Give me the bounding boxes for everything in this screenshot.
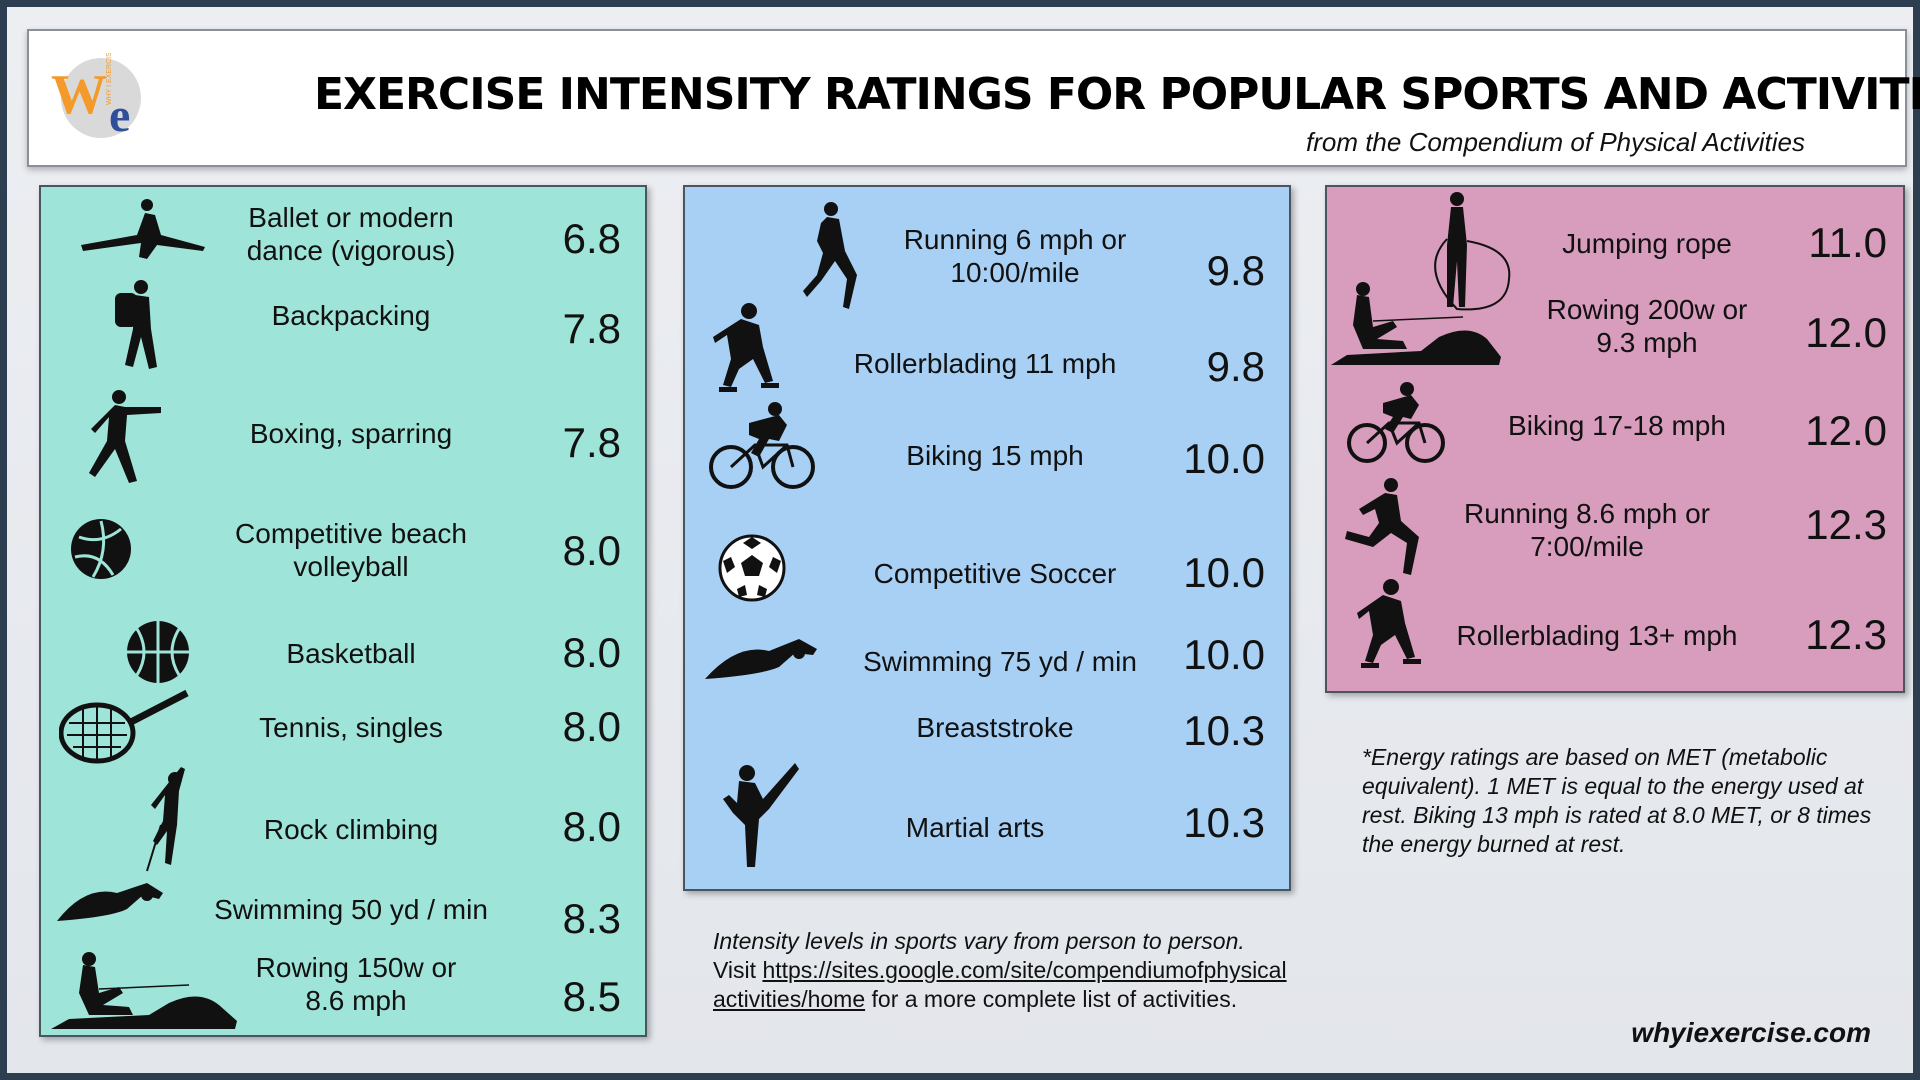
list-item: Swimming 50 yd / min 8.3 [41, 865, 645, 945]
runner-icon [1339, 477, 1425, 577]
list-item: Backpacking 7.8 [41, 279, 645, 379]
met-footnote: *Energy ratings are based on MET (metabo… [1362, 744, 1872, 857]
list-item: Jumping rope 11.0 [1327, 187, 1903, 317]
compendium-link[interactable]: https://sites.google.com/site/compendium… [713, 957, 1287, 1012]
list-item: Rowing 150w or 8.6 mph 8.5 [41, 945, 645, 1035]
basketball-icon [125, 619, 191, 685]
logo: W e WHY I EXERCISE [39, 47, 159, 143]
svg-text:e: e [109, 89, 130, 142]
list-item: Rock climbing 8.0 [41, 765, 645, 875]
header-banner: W e WHY I EXERCISE EXERCISE INTENSITY RA… [27, 29, 1920, 167]
jump-rope-icon [1417, 189, 1517, 315]
list-item: Swimming 75 yd / min 10.0 [685, 621, 1289, 701]
list-item: Rowing 200w or 9.3 mph 12.0 [1327, 279, 1903, 379]
svg-text:W: W [51, 64, 107, 126]
runner-icon [801, 201, 861, 311]
list-item: Biking 17-18 mph 12.0 [1327, 375, 1903, 475]
cyclist-icon [709, 401, 817, 491]
martial-artist-icon [719, 759, 799, 871]
rollerblader-icon [1357, 579, 1423, 671]
page-subtitle: from the Compendium of Physical Activiti… [1305, 127, 1805, 157]
page-title: EXERCISE INTENSITY RATINGS FOR POPULAR S… [314, 69, 1920, 120]
cyclist-icon [1347, 381, 1447, 465]
footer-rest: for a more complete list of activities. [865, 986, 1238, 1012]
list-item: Boxing, sparring 7.8 [41, 387, 645, 487]
svg-text:WHY I EXERCISE: WHY I EXERCISE [106, 53, 113, 105]
list-item: Competitive beach volleyball 8.0 [41, 507, 645, 597]
footer-visit: Visit [713, 957, 763, 983]
backpacker-icon [107, 279, 167, 371]
list-item: Martial arts 10.3 [685, 755, 1289, 875]
boxer-icon [65, 387, 165, 487]
tennis-racket-icon [59, 689, 189, 769]
panel-moderate-intensity: Ballet or modern dance (vigorous) 6.8 Ba… [39, 185, 647, 1037]
list-item: Rollerblading 13+ mph 12.3 [1327, 579, 1903, 679]
soccer-ball-icon [717, 533, 787, 603]
rower-icon [1329, 279, 1503, 371]
list-item: Breaststroke 10.3 [916, 707, 1265, 754]
panel-vigorous-intensity: Running 6 mph or 10:00/mile 9.8 Rollerbl… [683, 185, 1291, 891]
volleyball-icon [69, 517, 133, 581]
list-item: Running 8.6 mph or 7:00/mile 12.3 [1327, 477, 1903, 587]
list-item: Ballet or modern dance (vigorous) 6.8 [41, 197, 645, 277]
list-item: Running 6 mph or 10:00/mile 9.8 [685, 201, 1289, 321]
list-item: Biking 15 mph 10.0 [685, 401, 1289, 501]
rollerblader-icon [711, 303, 781, 395]
panel-very-vigorous-intensity: Jumping rope 11.0 Rowing 200w or 9.3 mph… [1325, 185, 1905, 693]
dancer-icon [77, 197, 207, 267]
footer-note: Intensity levels in sports vary from per… [713, 927, 1293, 1014]
rower-icon [49, 949, 239, 1035]
list-item: Competitive Soccer 10.0 [685, 533, 1289, 623]
swimmer-icon [703, 631, 819, 683]
climber-icon [137, 765, 197, 873]
footer-intro: Intensity levels in sports vary from per… [713, 928, 1245, 954]
list-item: Rollerblading 11 mph 9.8 [685, 299, 1289, 399]
list-item: Tennis, singles 8.0 [41, 689, 645, 769]
swimmer-icon [55, 875, 165, 925]
site-credit: whyiexercise.com [1631, 1017, 1871, 1048]
list-item: Basketball 8.0 [41, 615, 645, 695]
